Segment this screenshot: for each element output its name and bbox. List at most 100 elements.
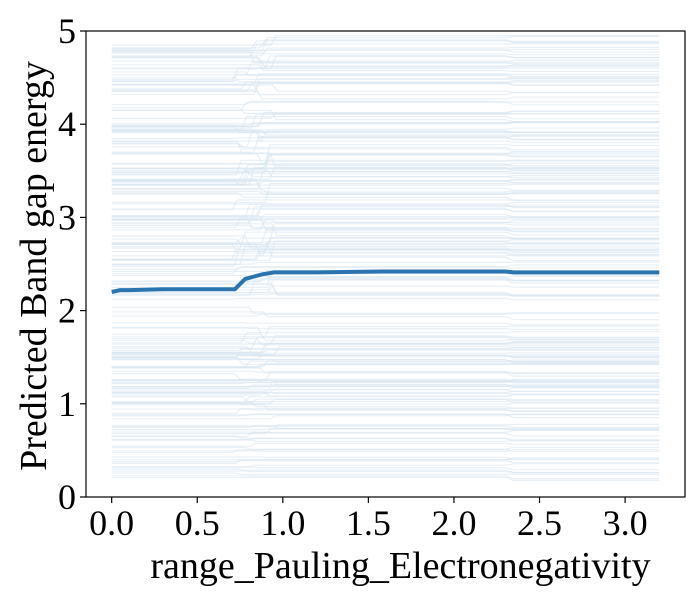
ice-line — [111, 351, 660, 359]
ice-line — [111, 472, 660, 475]
ice-line — [111, 408, 660, 412]
ice-line — [111, 40, 660, 50]
ice-line — [111, 249, 660, 260]
average-line-group — [111, 269, 660, 294]
y-tick-label: 3 — [58, 197, 76, 237]
ice-line — [111, 204, 660, 224]
ice-line — [111, 401, 660, 409]
x-tick-label: 0.5 — [175, 503, 220, 543]
ice-line — [111, 435, 660, 442]
ice-line — [111, 101, 660, 111]
ice-line — [111, 337, 660, 349]
ice-line — [111, 311, 660, 321]
ice-line — [111, 387, 660, 391]
ice-line — [111, 427, 660, 435]
ice-line — [111, 437, 660, 441]
ice-line — [111, 449, 660, 454]
x-tick-label: 3.0 — [603, 503, 648, 543]
ice-line — [111, 167, 660, 175]
ice-line — [111, 166, 660, 180]
y-axis-ticks: 0 1 2 3 4 5 — [58, 11, 86, 517]
x-axis-ticks: 0.0 0.5 1.0 1.5 2.0 2.5 3.0 — [89, 497, 648, 543]
ice-line — [111, 458, 660, 463]
x-tick-label: 1.0 — [260, 503, 305, 543]
plot-frame — [85, 30, 686, 498]
ice-line — [111, 199, 660, 211]
ice-line — [111, 120, 660, 127]
ice-line — [111, 59, 660, 76]
ice-line — [111, 335, 660, 345]
ice-line — [111, 107, 660, 115]
ice-line — [111, 297, 660, 301]
ice-line — [111, 404, 660, 413]
ice-line — [111, 135, 660, 153]
ice-line — [111, 238, 660, 246]
ice-line — [111, 285, 660, 294]
x-tick-label: 2.0 — [431, 503, 476, 543]
ice-line — [111, 180, 660, 193]
ice-line — [111, 425, 660, 431]
ice-line — [111, 370, 660, 374]
y-tick-label: 1 — [58, 384, 76, 424]
ice-line — [111, 131, 660, 143]
ice-line — [111, 90, 660, 100]
ice-line — [111, 235, 660, 251]
ice-line — [111, 392, 660, 397]
ice-line — [111, 243, 660, 257]
ice-line — [111, 279, 660, 296]
y-tick-label: 2 — [58, 291, 76, 331]
ice-line — [111, 354, 660, 360]
ice-line — [111, 169, 660, 178]
ice-line — [111, 264, 660, 270]
ice-line — [111, 48, 660, 51]
ice-line — [111, 46, 660, 57]
ice-line — [111, 442, 660, 447]
ice-line — [111, 143, 660, 151]
ice-line — [111, 240, 660, 257]
ice-line — [111, 223, 660, 243]
ice-line — [111, 110, 660, 128]
ice-line — [111, 476, 660, 481]
ice-line — [111, 154, 660, 173]
ice-line — [111, 348, 660, 359]
ice-line — [111, 373, 660, 383]
ice-line — [111, 312, 660, 317]
ice-line — [111, 127, 660, 131]
x-tick-label: 2.5 — [517, 503, 562, 543]
ice-line — [111, 367, 660, 377]
ice-line — [111, 168, 660, 186]
ice-line — [111, 159, 660, 176]
ice-line — [111, 466, 660, 471]
ice-line — [111, 35, 660, 46]
ice-line — [111, 192, 660, 201]
ice-line — [111, 160, 660, 165]
ice-line — [111, 413, 660, 419]
ice-line — [111, 446, 660, 450]
ice-line — [111, 267, 660, 275]
ice-line — [111, 188, 660, 194]
ice-line — [111, 413, 660, 420]
ice-line — [111, 223, 660, 239]
ice-line — [111, 71, 660, 79]
ice-line — [111, 331, 660, 344]
ice-line — [111, 42, 660, 54]
ice-line — [111, 325, 660, 338]
ice-line — [111, 231, 660, 249]
ice-line — [111, 402, 660, 405]
ice-line — [111, 270, 660, 282]
ice-line — [111, 218, 660, 231]
ice-line — [111, 73, 660, 86]
y-axis-label: Predicted Band gap energy — [13, 61, 55, 471]
ice-line — [111, 322, 660, 326]
ice-line — [111, 337, 660, 346]
ice-line — [111, 431, 660, 437]
ice-line — [111, 384, 660, 389]
ice-line — [111, 215, 660, 231]
ice-line — [111, 201, 660, 205]
y-tick-label: 0 — [58, 477, 76, 517]
x-tick-label: 0.0 — [89, 503, 134, 543]
ice-line — [111, 213, 660, 221]
ice-line — [111, 379, 660, 387]
ice-line — [111, 164, 660, 175]
